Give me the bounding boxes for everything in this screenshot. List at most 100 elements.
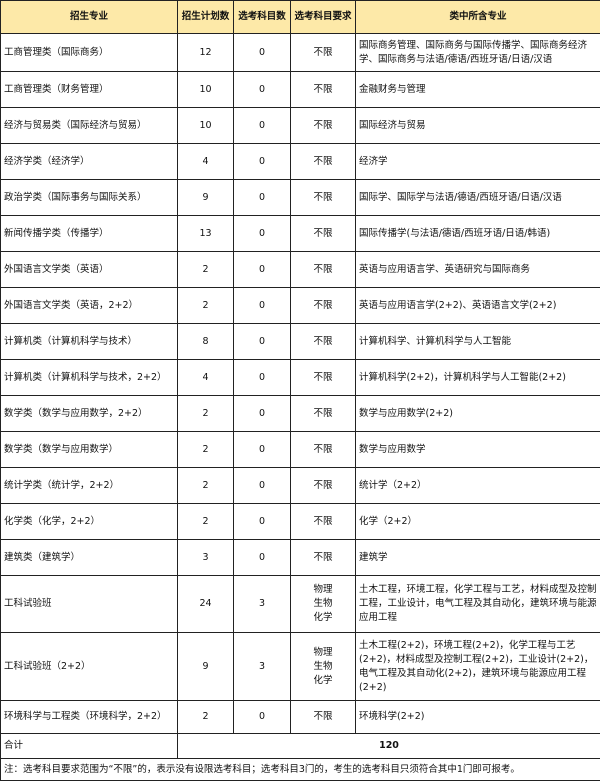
- footnote: 注：选考科目要求范围为“不限”的，表示没有设限选考科目；选考科目3门的，考生的选…: [1, 759, 600, 781]
- note-row: 注：选考科目要求范围为“不限”的，表示没有设限选考科目；选考科目3门的，考生的选…: [1, 759, 600, 781]
- included-majors-cell: 数学与应用数学: [356, 432, 600, 468]
- plan-cell: 2: [178, 701, 234, 734]
- requirement-cell: 不限: [291, 108, 356, 144]
- included-majors-cell: 环境科学(2+2): [356, 701, 600, 734]
- requirement-cell: 不限: [291, 144, 356, 180]
- subject-count-cell: 0: [234, 468, 291, 504]
- requirement-cell: 不限: [291, 701, 356, 734]
- included-majors-cell: 土木工程(2+2)，环境工程(2+2)，化学工程与工艺(2+2)，材料成型及控制…: [356, 633, 600, 701]
- subject-count-cell: 0: [234, 324, 291, 360]
- requirement-cell: 不限: [291, 288, 356, 324]
- included-majors-cell: 国际学、国际学与法语/德语/西班牙语/日语/汉语: [356, 180, 600, 216]
- included-majors-cell: 计算机科学、计算机科学与人工智能: [356, 324, 600, 360]
- included-majors-cell: 英语与应用语言学(2+2)、英语语言文学(2+2): [356, 288, 600, 324]
- subject-count-cell: 0: [234, 34, 291, 72]
- plan-cell: 8: [178, 324, 234, 360]
- subject-count-cell: 0: [234, 360, 291, 396]
- plan-cell: 4: [178, 144, 234, 180]
- subject-count-cell: 3: [234, 633, 291, 701]
- subject-count-cell: 0: [234, 144, 291, 180]
- requirement-cell: 不限: [291, 252, 356, 288]
- major-cell: 数学类（数学与应用数学）: [1, 432, 178, 468]
- subject-count-cell: 0: [234, 701, 291, 734]
- requirement-cell: 物理 生物 化学: [291, 576, 356, 633]
- included-majors-cell: 数学与应用数学(2+2): [356, 396, 600, 432]
- major-cell: 经济与贸易类（国际经济与贸易）: [1, 108, 178, 144]
- requirement-cell: 不限: [291, 324, 356, 360]
- plan-cell: 2: [178, 396, 234, 432]
- subject-count-cell: 0: [234, 180, 291, 216]
- plan-cell: 2: [178, 432, 234, 468]
- plan-cell: 10: [178, 108, 234, 144]
- major-cell: 经济学类（经济学）: [1, 144, 178, 180]
- plan-cell: 2: [178, 252, 234, 288]
- included-majors-cell: 建筑学: [356, 540, 600, 576]
- included-majors-cell: 统计学（2+2）: [356, 468, 600, 504]
- header-subject-requirement: 选考科目要求: [291, 1, 356, 34]
- header-major: 招生专业: [1, 1, 178, 34]
- requirement-cell: 不限: [291, 72, 356, 108]
- plan-cell: 4: [178, 360, 234, 396]
- plan-cell: 3: [178, 540, 234, 576]
- requirement-cell: 不限: [291, 216, 356, 252]
- plan-cell: 2: [178, 504, 234, 540]
- subject-count-cell: 0: [234, 540, 291, 576]
- requirement-cell: 不限: [291, 180, 356, 216]
- requirement-cell: 不限: [291, 432, 356, 468]
- major-cell: 化学类（化学，2+2）: [1, 504, 178, 540]
- total-value: 120: [178, 734, 600, 759]
- plan-cell: 13: [178, 216, 234, 252]
- major-cell: 环境科学与工程类（环境科学，2+2）: [1, 701, 178, 734]
- table-header-row: 招生专业 招生计划数 选考科目数 选考科目要求 类中所含专业: [1, 1, 600, 34]
- plan-cell: 12: [178, 34, 234, 72]
- included-majors-cell: 化学（2+2）: [356, 504, 600, 540]
- total-row: 合计 120: [1, 734, 600, 759]
- requirement-cell: 不限: [291, 540, 356, 576]
- subject-count-cell: 0: [234, 288, 291, 324]
- included-majors-cell: 国际商务管理、国际商务与国际传播学、国际商务经济学、国际商务与法语/德语/西班牙…: [356, 34, 600, 72]
- major-cell: 外国语言文学类（英语，2+2）: [1, 288, 178, 324]
- included-majors-cell: 计算机科学(2+2)，计算机科学与人工智能(2+2): [356, 360, 600, 396]
- header-included-majors: 类中所含专业: [356, 1, 600, 34]
- major-cell: 建筑类（建筑学）: [1, 540, 178, 576]
- header-plan: 招生计划数: [178, 1, 234, 34]
- subject-count-cell: 0: [234, 72, 291, 108]
- requirement-cell: 不限: [291, 396, 356, 432]
- subject-count-cell: 0: [234, 216, 291, 252]
- included-majors-cell: 国际经济与贸易: [356, 108, 600, 144]
- subject-count-cell: 3: [234, 576, 291, 633]
- major-cell: 工科试验班（2+2）: [1, 633, 178, 701]
- major-cell: 新闻传播学类（传播学）: [1, 216, 178, 252]
- requirement-cell: 不限: [291, 34, 356, 72]
- included-majors-cell: 经济学: [356, 144, 600, 180]
- major-cell: 工科试验班: [1, 576, 178, 633]
- major-cell: 外国语言文学类（英语）: [1, 252, 178, 288]
- major-cell: 统计学类（统计学，2+2）: [1, 468, 178, 504]
- header-subject-count: 选考科目数: [234, 1, 291, 34]
- plan-cell: 10: [178, 72, 234, 108]
- requirement-cell: 不限: [291, 504, 356, 540]
- included-majors-cell: 英语与应用语言学、英语研究与国际商务: [356, 252, 600, 288]
- major-cell: 工商管理类（国际商务）: [1, 34, 178, 72]
- included-majors-cell: 金融财务与管理: [356, 72, 600, 108]
- subject-count-cell: 0: [234, 252, 291, 288]
- requirement-cell: 不限: [291, 360, 356, 396]
- included-majors-cell: 国际传播学(与法语/德语/西班牙语/日语/韩语): [356, 216, 600, 252]
- major-cell: 数学类（数学与应用数学，2+2）: [1, 396, 178, 432]
- plan-cell: 24: [178, 576, 234, 633]
- plan-cell: 2: [178, 468, 234, 504]
